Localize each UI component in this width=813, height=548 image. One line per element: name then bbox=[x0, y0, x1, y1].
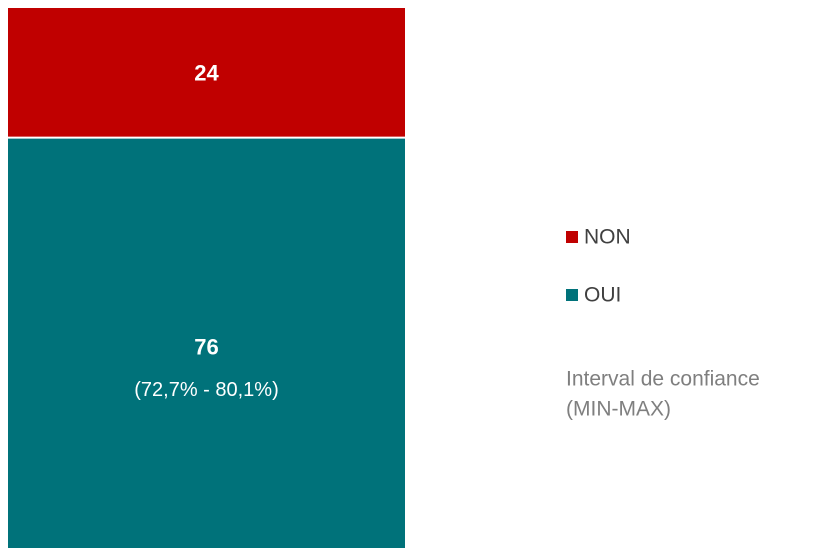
data-label: 76 bbox=[194, 335, 218, 360]
legend-label: NON bbox=[584, 226, 631, 249]
data-label: 24 bbox=[194, 61, 219, 86]
legend-note: (MIN-MAX) bbox=[566, 398, 671, 421]
legend-note: Interval de confiance bbox=[566, 368, 760, 391]
legend-label: OUI bbox=[584, 284, 621, 307]
bar-segment bbox=[8, 137, 405, 548]
annotation: (72,7% - 80,1%) bbox=[134, 379, 279, 401]
legend-swatch bbox=[566, 289, 578, 301]
bar-segment bbox=[8, 8, 405, 138]
legend-swatch bbox=[566, 231, 578, 243]
